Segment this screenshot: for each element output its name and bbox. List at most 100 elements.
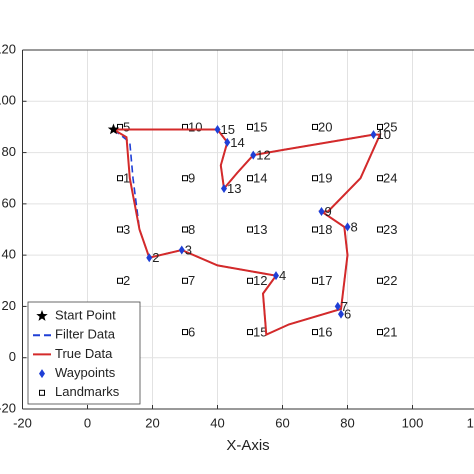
waypoint (221, 183, 227, 193)
x-tick-label: -20 (13, 415, 32, 430)
point-label: 25 (383, 119, 397, 134)
x-tick-label: 100 (402, 415, 424, 430)
point-label: 7 (188, 273, 195, 288)
point-label: 17 (318, 273, 332, 288)
point-label: 16 (318, 325, 332, 340)
landmark (247, 175, 253, 182)
landmark (377, 277, 383, 284)
point-label: 6 (188, 325, 195, 340)
landmark (182, 277, 188, 284)
x-tick-label: 20 (145, 415, 159, 430)
waypoint (338, 309, 344, 319)
point-label: 12 (256, 148, 270, 163)
waypoint (273, 271, 279, 281)
point-label: 10 (188, 119, 202, 134)
waypoint (250, 150, 257, 160)
point-label: 9 (325, 204, 332, 219)
waypoint (146, 253, 153, 263)
point-label: 3 (185, 242, 192, 257)
point-label: 15 (253, 119, 267, 134)
y-tick-label: 0 (9, 349, 16, 364)
landmark (117, 226, 123, 233)
y-tick-label: 20 (2, 298, 16, 313)
point-label: 13 (227, 181, 241, 196)
landmark (182, 226, 188, 233)
waypoint (370, 130, 377, 140)
landmark (182, 329, 188, 336)
legend-label: True Data (55, 346, 113, 361)
landmark (247, 329, 253, 336)
point-label: 5 (123, 119, 130, 134)
start-point (107, 123, 120, 135)
landmark (312, 175, 318, 182)
waypoint (178, 245, 185, 255)
x-tick-label: 120 (467, 415, 474, 430)
landmark (312, 329, 318, 336)
point-label: 6 (344, 307, 351, 322)
point-label: 18 (318, 222, 332, 237)
point-label: 2 (152, 250, 159, 265)
point-label: 10 (377, 127, 391, 142)
point-label: 21 (383, 325, 397, 340)
landmark (377, 175, 383, 182)
point-label: 9 (188, 171, 195, 186)
landmark (312, 123, 318, 130)
waypoint (344, 222, 351, 232)
point-label: 20 (318, 119, 332, 134)
trajectory-line (112, 128, 382, 337)
waypoint (214, 124, 221, 134)
y-tick-label: -20 (0, 400, 16, 415)
y-tick-label: 60 (2, 195, 16, 210)
point-label: 15 (253, 325, 267, 340)
point-label: 4 (279, 268, 286, 283)
landmark (182, 175, 188, 182)
y-tick-label: 80 (2, 144, 16, 159)
landmark (377, 123, 383, 130)
point-label: 2 (123, 273, 130, 288)
landmark (117, 175, 123, 182)
y-tick-label: 100 (0, 93, 16, 108)
point-label: 1 (123, 171, 130, 186)
legend-label: Filter Data (55, 327, 116, 342)
x-axis-title: X-Axis (226, 437, 269, 454)
x-tick-label: 60 (275, 415, 289, 430)
point-label: 8 (188, 222, 195, 237)
waypoint (334, 301, 341, 311)
point-label: 3 (123, 222, 130, 237)
point-label: 7 (341, 299, 348, 314)
legend-swatch (36, 310, 48, 321)
landmark (377, 226, 383, 233)
x-tick-label: 40 (210, 415, 224, 430)
landmark (247, 277, 253, 284)
point-label: 14 (253, 171, 267, 186)
legend-label: Landmarks (55, 384, 120, 399)
landmark (117, 277, 123, 284)
y-tick-label: 120 (0, 41, 16, 56)
point-label: 15 (221, 122, 235, 137)
point-label: 22 (383, 273, 397, 288)
legend-swatch (39, 389, 45, 396)
point-label: 19 (318, 171, 332, 186)
point-label: 12 (253, 273, 267, 288)
point-label: 13 (253, 222, 267, 237)
landmark (312, 277, 318, 284)
point-label: 23 (383, 222, 397, 237)
legend-label: Start Point (55, 307, 116, 322)
point-label: 24 (383, 171, 397, 186)
legend-box (27, 301, 141, 405)
point-label: 14 (230, 135, 244, 150)
waypoint (318, 207, 325, 217)
x-tick-label: 0 (84, 415, 91, 430)
waypoint (224, 137, 231, 147)
legend-label: Waypoints (55, 365, 116, 380)
x-tick-label: 80 (340, 415, 354, 430)
point-label: 8 (351, 219, 358, 234)
y-tick-label: 40 (2, 247, 16, 262)
landmark (312, 226, 318, 233)
legend-swatch (39, 369, 45, 379)
landmark (247, 226, 253, 233)
landmark (247, 123, 253, 130)
landmark (377, 329, 383, 336)
